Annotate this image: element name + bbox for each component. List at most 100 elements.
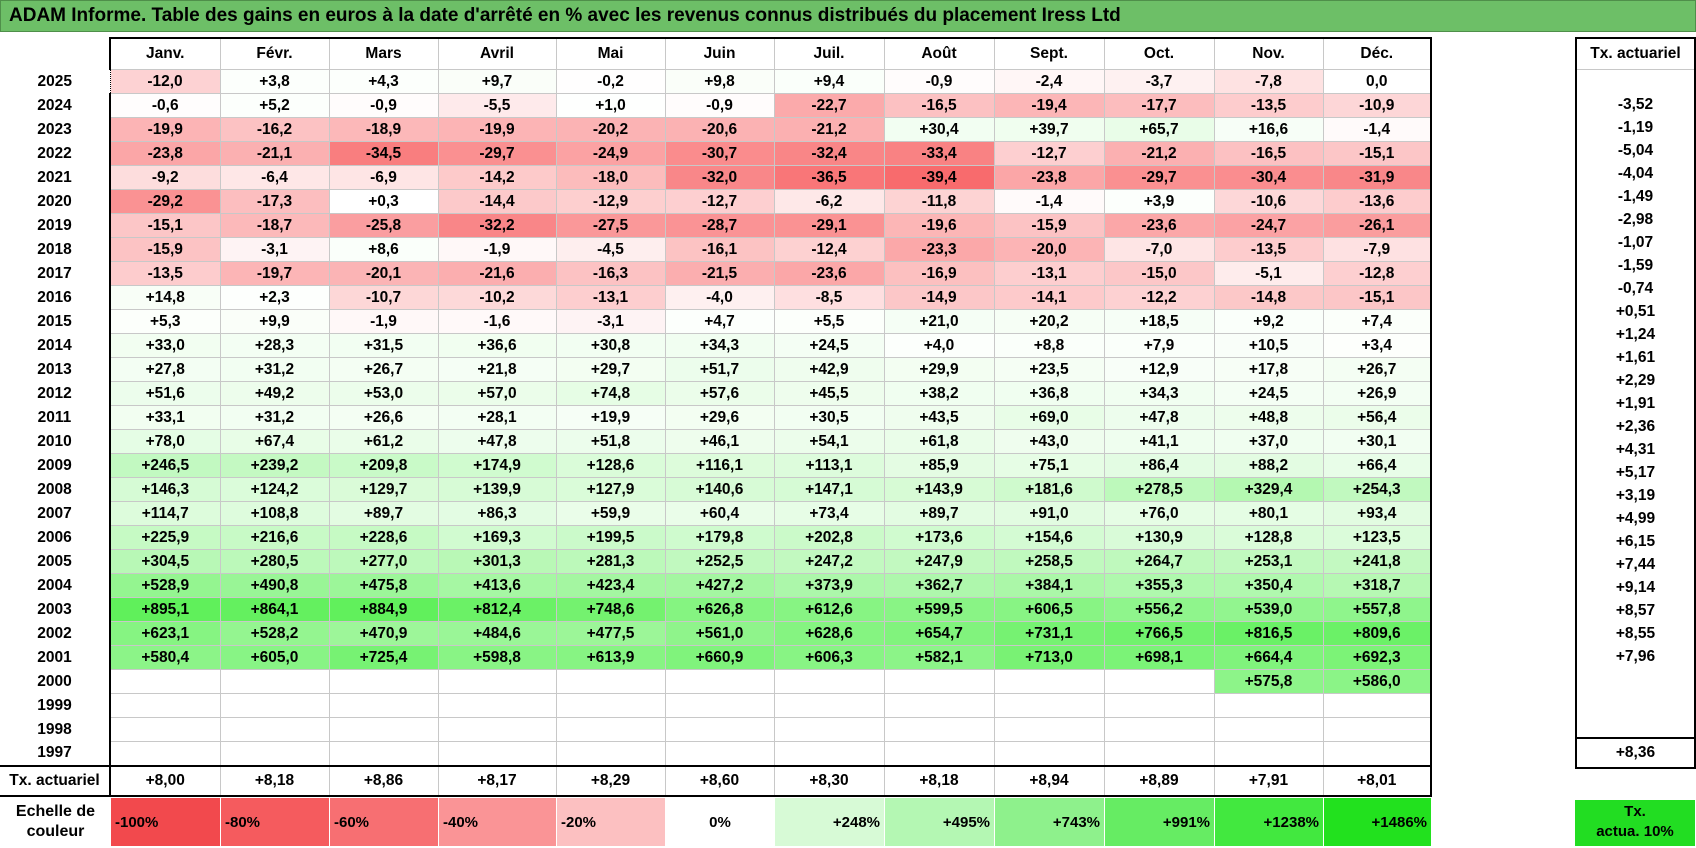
gain-cell: -11,8 xyxy=(883,189,995,214)
gain-cell: +277,0 xyxy=(328,549,439,574)
gain-cell: -32,0 xyxy=(664,165,775,190)
gain-cell: +21,0 xyxy=(883,309,995,334)
scale-step: +991% xyxy=(1104,797,1215,847)
gain-cell: +147,1 xyxy=(773,477,885,502)
gain-cell: +86,4 xyxy=(1103,453,1215,478)
year-rate-value: -1,59 xyxy=(1575,254,1696,277)
scale-step: +743% xyxy=(994,797,1105,847)
gain-cell: -21,2 xyxy=(773,117,885,142)
year-rate-value: +8,55 xyxy=(1575,622,1696,645)
year-rate-value: +7,96 xyxy=(1575,645,1696,668)
gain-cell: -13,6 xyxy=(1322,189,1432,214)
gain-cell xyxy=(1213,741,1324,767)
gain-cell xyxy=(1213,693,1324,718)
gain-cell xyxy=(328,717,439,742)
gain-cell: +39,7 xyxy=(993,117,1105,142)
gain-cell: -18,9 xyxy=(328,117,439,142)
gain-cell: +280,5 xyxy=(219,549,330,574)
gain-cell: -20,0 xyxy=(993,237,1105,262)
gain-cell: +247,2 xyxy=(773,549,885,574)
gain-cell: +38,2 xyxy=(883,381,995,406)
gain-cell: -5,5 xyxy=(437,93,557,118)
gain-cell: +16,6 xyxy=(1213,117,1324,142)
report-title: ADAM Informe. Table des gains en euros à… xyxy=(0,0,1696,32)
gain-cell xyxy=(664,693,775,718)
gain-cell: -14,1 xyxy=(993,285,1105,310)
gain-cell: +128,6 xyxy=(555,453,666,478)
gain-cell xyxy=(219,693,330,718)
scale-rate-line2: actua. 10% xyxy=(1596,823,1674,840)
gain-cell: +26,9 xyxy=(1322,381,1432,406)
gain-cell: +0,3 xyxy=(328,189,439,214)
gain-cell: +561,0 xyxy=(664,621,775,646)
gain-cell: -12,0 xyxy=(109,69,221,94)
gain-cell: +89,7 xyxy=(883,501,995,526)
gain-cell: -32,4 xyxy=(773,141,885,166)
year-rate-value: +0,51 xyxy=(1575,300,1696,323)
gain-cell: +37,0 xyxy=(1213,429,1324,454)
gain-cell: +484,6 xyxy=(437,621,557,646)
tx-month-value: +8,60 xyxy=(664,765,775,797)
gain-cell: +26,7 xyxy=(1322,357,1432,382)
gain-cell: -21,5 xyxy=(664,261,775,286)
gain-cell: +93,4 xyxy=(1322,501,1432,526)
tx-month-value: +8,18 xyxy=(883,765,995,797)
gain-cell: +31,2 xyxy=(219,405,330,430)
gain-cell xyxy=(1322,717,1432,742)
gain-cell: -2,4 xyxy=(993,69,1105,94)
scale-step: -80% xyxy=(220,797,330,847)
scale-step: -60% xyxy=(329,797,439,847)
gain-cell: -23,3 xyxy=(883,237,995,262)
year-label: 1998 xyxy=(37,720,72,738)
year-rate-value xyxy=(1575,69,1696,93)
gain-cell xyxy=(219,741,330,767)
gain-cell: +45,5 xyxy=(773,381,885,406)
gain-cell: -1,9 xyxy=(437,237,557,262)
year-rate-value: +1,91 xyxy=(1575,392,1696,415)
gain-cell: +21,8 xyxy=(437,357,557,382)
gain-cell: -9,2 xyxy=(109,165,221,190)
tx-month-value: +8,86 xyxy=(328,765,439,797)
gain-cell: +28,3 xyxy=(219,333,330,358)
gain-cell: +329,4 xyxy=(1213,477,1324,502)
gain-cell xyxy=(1103,669,1215,694)
gain-cell: +31,2 xyxy=(219,357,330,382)
gain-cell: +56,4 xyxy=(1322,405,1432,430)
gain-cell: +65,7 xyxy=(1103,117,1215,142)
gain-cell: +80,1 xyxy=(1213,501,1324,526)
gain-cell: -18,7 xyxy=(219,213,330,238)
gain-cell: +61,8 xyxy=(883,429,995,454)
gain-cell: -6,4 xyxy=(219,165,330,190)
tx-month-value: +8,89 xyxy=(1103,765,1215,797)
gain-cell: +202,8 xyxy=(773,525,885,550)
gain-cell: -16,2 xyxy=(219,117,330,142)
gain-cell: +606,5 xyxy=(993,597,1105,622)
gain-cell: +4,7 xyxy=(664,309,775,334)
corner-cell xyxy=(0,38,110,70)
gain-cell: +253,1 xyxy=(1213,549,1324,574)
gain-cell: +174,9 xyxy=(437,453,557,478)
gain-cell: +24,5 xyxy=(1213,381,1324,406)
gain-cell: +31,5 xyxy=(328,333,439,358)
year-label: 2022 xyxy=(37,144,72,162)
gain-cell: +27,8 xyxy=(109,357,221,382)
year-rate-value: +8,57 xyxy=(1575,599,1696,622)
gain-cell: +78,0 xyxy=(109,429,221,454)
year-rate-value: -3,52 xyxy=(1575,93,1696,116)
year-label: 2016 xyxy=(37,288,72,306)
gain-cell xyxy=(993,741,1105,767)
gain-cell: -32,2 xyxy=(437,213,557,238)
gain-cell: -19,7 xyxy=(219,261,330,286)
scale-step: +1486% xyxy=(1323,797,1432,847)
gain-cell: +143,9 xyxy=(883,477,995,502)
gain-cell: +140,6 xyxy=(664,477,775,502)
gain-cell: +36,8 xyxy=(993,381,1105,406)
year-label: 2013 xyxy=(37,360,72,378)
year-rate-value: +4,31 xyxy=(1575,438,1696,461)
tx-month-value: +8,94 xyxy=(993,765,1105,797)
gain-cell: -1,4 xyxy=(993,189,1105,214)
gain-cell xyxy=(219,669,330,694)
gain-cell xyxy=(555,693,666,718)
gain-cell: -23,8 xyxy=(993,165,1105,190)
gain-cell: -19,9 xyxy=(437,117,557,142)
